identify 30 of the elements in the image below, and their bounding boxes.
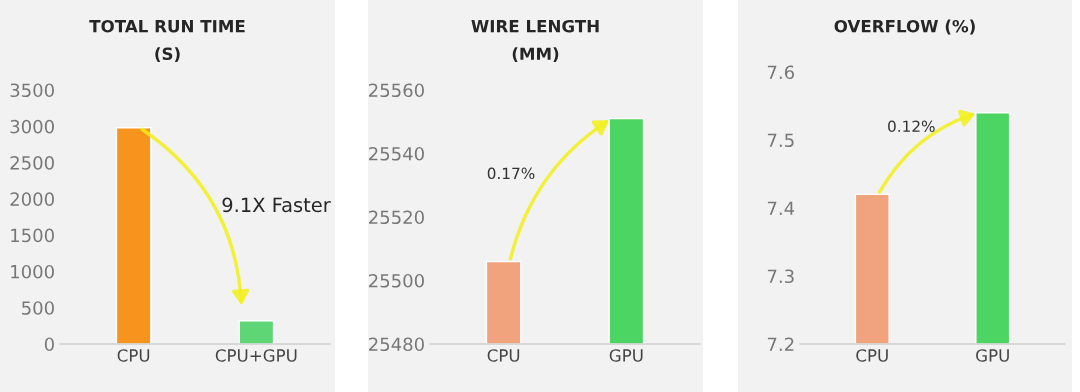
y-tick-label: 500 <box>22 301 54 315</box>
y-tick-label: 25520 <box>369 210 424 225</box>
y-tick-label: 2000 <box>10 192 54 206</box>
y-tick-label: 25500 <box>369 273 424 288</box>
x-tick-label: GPU <box>976 349 1009 362</box>
annotation: 9.1X Faster <box>222 197 331 213</box>
annotation: 0.17% <box>487 167 535 180</box>
y-tick-label: 0 <box>44 337 54 352</box>
y-tick-label: 7.6 <box>767 65 794 80</box>
y-tick-label: 1500 <box>11 228 54 243</box>
chart-title: TOTAL RUN TIME (S) <box>89 19 245 62</box>
x-tick-label: CPU+GPU <box>215 349 297 362</box>
y-tick-label: 7.4 <box>767 201 795 215</box>
x-tick-label: GPU <box>609 349 643 362</box>
y-tick-label: 3000 <box>10 119 54 134</box>
y-tick-label: 7.5 <box>767 133 794 148</box>
chart-title: OVERFLOW (%) <box>834 19 975 35</box>
y-tick-label: 25480 <box>369 337 424 352</box>
x-tick-label: CPU <box>856 349 888 362</box>
y-tick-label: 7.2 <box>767 337 794 351</box>
chart-title: WIRE LENGTH (MM) <box>471 19 599 62</box>
annotation: 0.12% <box>888 120 935 133</box>
y-tick-label: 3500 <box>10 83 54 98</box>
y-tick-label: 2500 <box>10 156 54 170</box>
x-tick-label: CPU <box>487 349 520 362</box>
y-tick-label: 1000 <box>11 264 54 279</box>
y-tick-label: 25540 <box>369 146 424 161</box>
y-tick-label: 25560 <box>369 83 424 98</box>
y-tick-label: 7.3 <box>767 269 794 284</box>
x-tick-label: CPU <box>117 349 150 362</box>
